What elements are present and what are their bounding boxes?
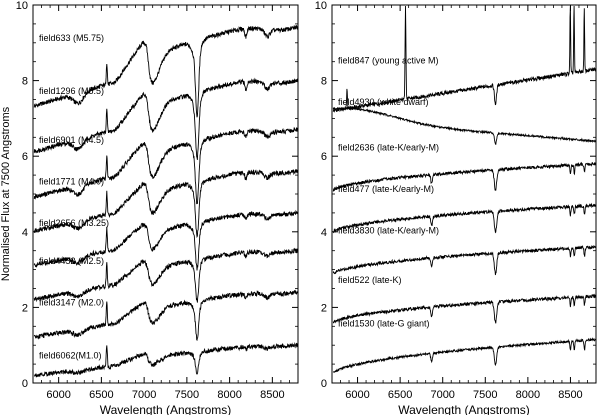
spectrum-line (33, 341, 299, 378)
spectrum-line (332, 161, 597, 192)
series-label: field4452 (M2.5) (39, 256, 104, 266)
y-tick-label: 6 (321, 151, 327, 163)
y-tick-label: 4 (22, 227, 28, 239)
series-label: field3830 (late-K/early-M) (338, 226, 439, 236)
series-label: field2656 (M3.25) (39, 218, 109, 228)
x-tick-label: 7500 (473, 389, 497, 401)
series-label: field2636 (late-K/early-M) (338, 143, 439, 153)
x-tick-label: 6500 (89, 389, 113, 401)
y-tick-label: 8 (22, 76, 28, 88)
spectrum-line (332, 202, 597, 234)
series-label: field633 (M5.75) (39, 33, 104, 43)
y-tick-label: 2 (321, 302, 327, 314)
y-tick-label: 8 (321, 76, 327, 88)
y-tick-label: 0 (22, 378, 28, 390)
y-tick-label: 10 (16, 0, 28, 12)
spectrum-line (332, 293, 597, 324)
series-label: field4930 (white dwarf) (338, 97, 429, 107)
y-tick-label: 2 (22, 302, 28, 314)
spectrum-line (33, 209, 299, 271)
series-label: field6062(M1.0) (39, 350, 102, 360)
series-label: field477 (late-K/early-M) (338, 184, 434, 194)
x-axis-label: Wavelength (Angstroms) (100, 403, 232, 415)
spectrum-line (33, 247, 299, 303)
x-tick-label: 6000 (46, 389, 70, 401)
x-tick-label: 8500 (558, 389, 582, 401)
y-tick-label: 4 (321, 227, 327, 239)
x-tick-label: 6500 (388, 389, 412, 401)
spectrum-line (332, 106, 597, 145)
y-tick-label: 10 (315, 0, 327, 12)
spectrum-line (33, 24, 299, 118)
spectrum-line (332, 5, 597, 113)
spectrum-line (332, 244, 597, 276)
spectrum-line (33, 126, 299, 205)
y-tick-label: 6 (22, 151, 28, 163)
series-label: field522 (late-K) (338, 275, 402, 285)
x-tick-label: 7500 (175, 389, 199, 401)
x-tick-label: 8000 (217, 389, 241, 401)
series-label: field3147 (M2.0) (39, 298, 104, 308)
spectrum-line (33, 289, 299, 342)
x-tick-label: 7000 (132, 389, 156, 401)
x-tick-label: 7000 (430, 389, 454, 401)
right-panel: 6000 6500 7000 7500 8000 8500 0 2 4 6 8 10 Wavelengt… (315, 0, 597, 415)
spectrum-line (33, 77, 299, 160)
x-tick-label: 8000 (516, 389, 540, 401)
left-panel: 6000 6500 7000 7500 8000 8500 0 2 4 6 8 10 Wavelengt… (0, 0, 299, 415)
spectrum-line (33, 168, 299, 239)
spectrum-line (332, 337, 597, 373)
series-label: field1530 (late-G giant) (338, 318, 430, 328)
x-axis-label: Wavelength (Angstroms) (398, 403, 530, 415)
series-label: field1771 (M4.0) (39, 177, 104, 187)
series-label: field847 (young active M) (338, 56, 439, 66)
y-tick-label: 0 (321, 378, 327, 390)
x-tick-label: 8500 (260, 389, 284, 401)
x-tick-label: 6000 (345, 389, 369, 401)
series-label: field1296 (M5.5) (39, 86, 104, 96)
series-label: field6901 (M4.5) (39, 135, 104, 145)
y-axis-label: Normalised Flux at 7500 Angstroms (0, 106, 12, 281)
